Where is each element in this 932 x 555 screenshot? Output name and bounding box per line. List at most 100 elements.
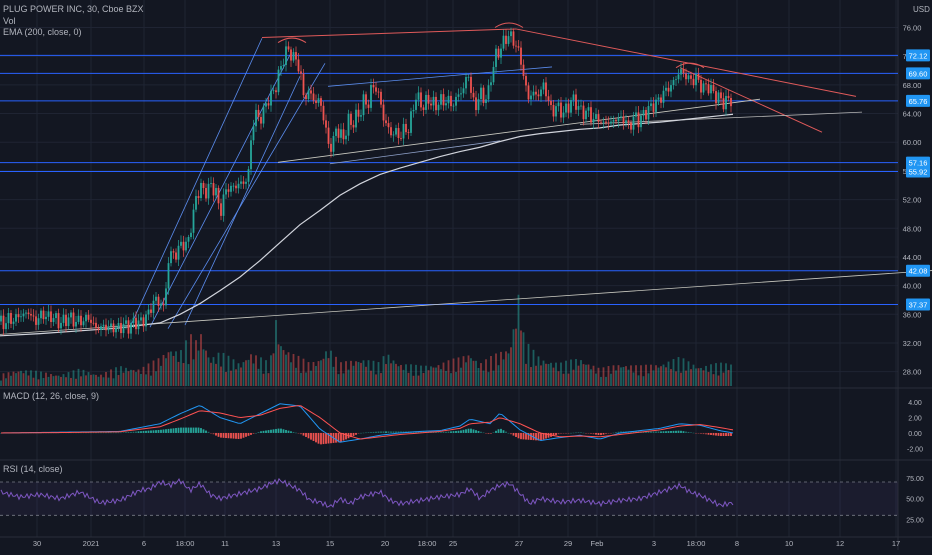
candle[interactable]: [642, 109, 645, 116]
candle[interactable]: [590, 107, 592, 123]
candle[interactable]: [335, 128, 337, 136]
channel-mid-line[interactable]: [149, 54, 291, 328]
candle[interactable]: [470, 76, 472, 93]
candle[interactable]: [380, 91, 382, 105]
candle[interactable]: [620, 116, 622, 118]
candle[interactable]: [575, 94, 577, 110]
candle[interactable]: [547, 96, 550, 101]
candle[interactable]: [467, 76, 470, 78]
candle[interactable]: [512, 31, 515, 46]
candle[interactable]: [602, 121, 605, 123]
candle[interactable]: [202, 182, 205, 188]
candle[interactable]: [112, 323, 115, 333]
candle[interactable]: [592, 118, 595, 123]
candle[interactable]: [630, 122, 632, 130]
candle[interactable]: [390, 127, 392, 136]
candle[interactable]: [585, 110, 587, 120]
candle[interactable]: [285, 46, 287, 66]
candle[interactable]: [117, 323, 120, 328]
candle[interactable]: [242, 181, 245, 184]
candle[interactable]: [412, 109, 415, 112]
candle[interactable]: [300, 71, 302, 74]
candle[interactable]: [215, 187, 217, 196]
candle[interactable]: [297, 59, 300, 72]
candle[interactable]: [625, 120, 627, 124]
candle[interactable]: [172, 251, 175, 253]
candle[interactable]: [337, 128, 340, 138]
candle[interactable]: [155, 296, 157, 301]
candle[interactable]: [615, 119, 617, 122]
candle[interactable]: [365, 94, 367, 105]
candle[interactable]: [350, 113, 352, 125]
candle[interactable]: [722, 98, 725, 110]
candle[interactable]: [532, 91, 535, 96]
candle[interactable]: [480, 87, 482, 100]
candle[interactable]: [270, 90, 272, 106]
candle[interactable]: [282, 65, 285, 67]
candle[interactable]: [597, 114, 600, 122]
candle[interactable]: [175, 252, 177, 260]
candle[interactable]: [190, 232, 192, 238]
candle[interactable]: [212, 183, 215, 196]
candle[interactable]: [717, 92, 720, 104]
candle[interactable]: [550, 100, 552, 105]
candle[interactable]: [222, 194, 225, 216]
candle[interactable]: [652, 103, 655, 112]
candle[interactable]: [205, 187, 207, 199]
candle[interactable]: [185, 241, 187, 251]
candle[interactable]: [315, 100, 317, 103]
candle[interactable]: [360, 115, 362, 117]
candle[interactable]: [125, 320, 127, 324]
candle[interactable]: [492, 66, 495, 83]
candle[interactable]: [262, 106, 265, 124]
candle[interactable]: [472, 92, 475, 98]
candle[interactable]: [427, 94, 430, 104]
candle[interactable]: [160, 303, 162, 306]
candle[interactable]: [232, 185, 235, 187]
candle[interactable]: [120, 323, 122, 334]
candle[interactable]: [402, 123, 405, 139]
macd-line[interactable]: [0, 403, 734, 443]
candle[interactable]: [277, 69, 280, 93]
candle[interactable]: [355, 109, 357, 128]
candle[interactable]: [150, 309, 152, 313]
candle[interactable]: [70, 312, 72, 318]
candle[interactable]: [552, 104, 555, 117]
candle[interactable]: [555, 106, 557, 117]
candle[interactable]: [275, 90, 277, 93]
candle[interactable]: [345, 135, 347, 140]
candle[interactable]: [665, 87, 667, 91]
candle[interactable]: [397, 128, 400, 138]
candle[interactable]: [510, 31, 512, 37]
candle[interactable]: [645, 109, 647, 120]
candle[interactable]: [385, 120, 387, 124]
candle[interactable]: [660, 97, 662, 103]
candle[interactable]: [130, 322, 132, 334]
candle[interactable]: [725, 95, 727, 110]
candle[interactable]: [367, 104, 370, 108]
candle[interactable]: [362, 94, 365, 116]
candle[interactable]: [507, 36, 510, 44]
candle[interactable]: [690, 75, 692, 79]
candle[interactable]: [525, 76, 527, 86]
candle[interactable]: [730, 98, 732, 107]
candle[interactable]: [102, 324, 105, 327]
candle[interactable]: [537, 94, 540, 97]
candle[interactable]: [182, 241, 185, 251]
candle[interactable]: [382, 104, 385, 121]
candle[interactable]: [225, 189, 227, 195]
candle[interactable]: [400, 137, 402, 139]
candle[interactable]: [177, 245, 180, 260]
candle[interactable]: [90, 319, 92, 323]
candle[interactable]: [250, 140, 252, 170]
candle[interactable]: [237, 183, 240, 189]
price-level-badge[interactable]: [906, 94, 930, 107]
candle[interactable]: [95, 322, 97, 329]
candle[interactable]: [65, 314, 67, 326]
candle[interactable]: [27, 312, 30, 314]
rsi-line[interactable]: [0, 477, 734, 508]
candle[interactable]: [680, 69, 682, 75]
candle[interactable]: [710, 85, 712, 94]
